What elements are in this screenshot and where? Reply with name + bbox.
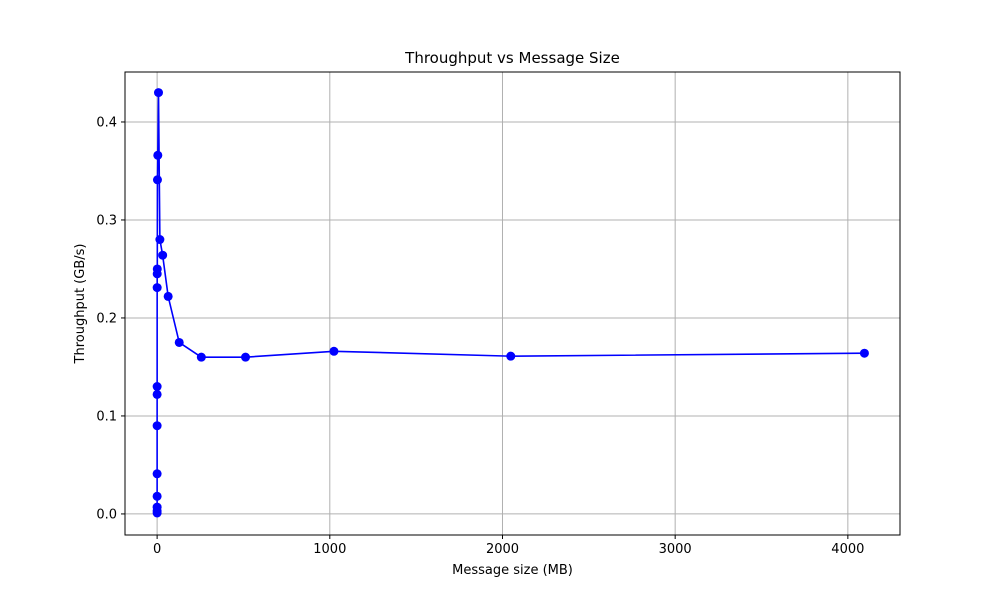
data-point (152, 421, 162, 431)
data-point (154, 88, 164, 98)
y-tick-label: 0.3 (96, 213, 117, 228)
data-point (152, 389, 162, 399)
data-point (329, 346, 339, 356)
data-point (241, 352, 251, 362)
data-point (163, 291, 173, 301)
data-point (152, 264, 162, 274)
x-axis-label: Message size (MB) (452, 563, 573, 578)
chart-title: Throughput vs Message Size (404, 49, 620, 67)
series-layer (152, 88, 869, 518)
tick-layer: 0 1000 2000 3000 4000 0.0 0.1 0.2 0.3 0.4 (96, 115, 864, 557)
data-point (152, 283, 162, 293)
data-point (152, 491, 162, 501)
y-tick-label: 0.0 (96, 507, 117, 522)
data-point (174, 337, 184, 347)
data-point (859, 348, 869, 358)
data-point (153, 150, 163, 160)
y-axis-label: Throughput (GB/s) (73, 244, 88, 365)
x-tick-label: 2000 (486, 542, 519, 557)
data-point (158, 250, 168, 260)
plot-frame (124, 71, 901, 536)
data-point (152, 469, 162, 479)
data-point (506, 351, 516, 361)
x-tick-label: 0 (153, 542, 161, 557)
y-tick-label: 0.1 (96, 409, 117, 424)
y-tick-label: 0.4 (96, 115, 117, 130)
data-point (196, 352, 206, 362)
x-tick-label: 4000 (831, 542, 864, 557)
data-point (155, 235, 165, 245)
grid-layer (125, 72, 900, 535)
x-tick-label: 3000 (659, 542, 692, 557)
data-point (152, 175, 162, 185)
x-tick-label: 1000 (313, 542, 346, 557)
data-point (152, 382, 162, 392)
y-tick-label: 0.2 (96, 311, 117, 326)
data-point (152, 502, 162, 512)
